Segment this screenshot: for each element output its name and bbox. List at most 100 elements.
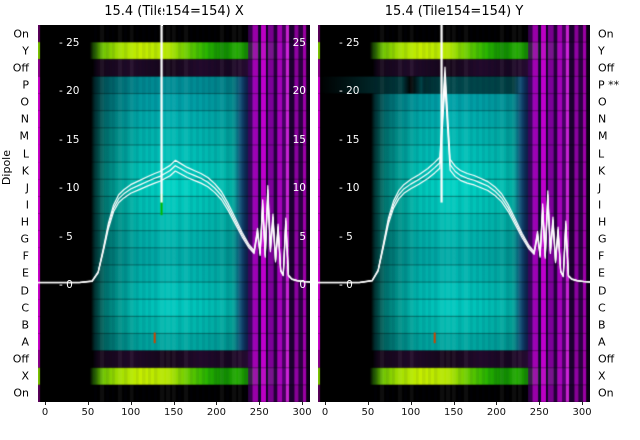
x-tick-label: 50 (361, 407, 375, 418)
panel-title: 15.4 (Tile154=154) X (104, 4, 244, 19)
dipole-row-label: X (598, 369, 606, 383)
dipole-row-label: L (22, 147, 29, 161)
overlay-ytick-label-right: 25 (292, 36, 306, 49)
dipole-row-label: X (21, 369, 29, 383)
dipole-row-label: I (25, 198, 29, 212)
x-tick-label: 300 (572, 407, 592, 418)
overlay-ytick-label-right: 20 (292, 85, 306, 97)
overlay-ytick-label: - 25 (59, 36, 80, 49)
rfi-spike-overflow-line (160, 0, 163, 26)
x-tick-mark (173, 402, 175, 405)
dipole-row-label: C (21, 301, 29, 315)
dipole-row-label: Y (598, 44, 605, 58)
dipole-row-label: Off (598, 352, 615, 366)
overlay-ytick-label: - 0 (59, 279, 73, 291)
dipole-row-label: J (25, 181, 29, 195)
overlay-ytick-label: - 25 (339, 36, 360, 49)
dipole-row-label: Off (598, 61, 615, 75)
heatmap-canvas-y (318, 25, 590, 402)
x-tick-mark (367, 402, 369, 405)
overlay-ytick-label: - 15 (339, 133, 360, 146)
x-tick-mark (259, 402, 261, 405)
x-tick-label: 150 (444, 407, 464, 418)
overlay-ytick-label-right: 10 (292, 182, 306, 194)
dipole-row-label: L (598, 147, 605, 161)
panel-x: 15.4 (Tile154=154) X - 25 - 20 - 15 - 10 - 5… (38, 4, 310, 402)
dipole-row-label: M (598, 129, 608, 143)
x-tick-label: 250 (249, 407, 269, 418)
x-tick-label: 300 (292, 407, 312, 418)
overlay-ytick-label: - 0 (339, 279, 353, 291)
dipole-labels-left: On Y Off P O N M L K J I H G F E D C B A Off X On (0, 25, 35, 402)
x-tick-mark (130, 402, 132, 405)
dipole-row-label: F (22, 249, 29, 263)
overlay-ytick-label-right: 5 (299, 230, 306, 243)
dipole-row-label: On (598, 386, 614, 400)
x-tick-mark (453, 402, 455, 405)
dipole-row-label: A (598, 335, 606, 349)
dipole-row-label: K (598, 164, 606, 178)
panel-y: 15.4 (Tile154=154) Y - 25 - 20 - 15 - 10 - 5… (318, 4, 590, 402)
dipole-row-label: A (21, 335, 29, 349)
dipole-row-label: On (598, 27, 614, 41)
dipole-row-label: J (598, 181, 602, 195)
dipole-row-label: H (20, 215, 29, 229)
dipole-row-label: Y (22, 44, 29, 58)
x-tick-mark (302, 402, 304, 405)
x-tick-mark (325, 402, 326, 405)
x-tick-label: 200 (206, 407, 226, 418)
overlay-ytick-label-right: 15 (292, 133, 306, 146)
dipole-row-label: E (598, 266, 605, 280)
x-tick-label: 100 (121, 407, 141, 418)
overlay-ytick-label-right: 0 (299, 279, 306, 291)
overlay-ytick-label: - 20 (59, 85, 80, 97)
overlay-ytick-label: - 15 (59, 133, 80, 146)
dipole-row-label: P ** (598, 78, 620, 92)
x-axis-ticks-x: 0 50 100 150 200 250 300 (38, 402, 312, 420)
heatmap-canvas-x (38, 25, 310, 402)
x-tick-label: 0 (321, 407, 329, 418)
x-tick-label: 50 (81, 407, 95, 418)
dipole-row-label: P (22, 78, 29, 92)
dipole-row-label: I (598, 198, 602, 212)
dipole-row-label: On (13, 386, 29, 400)
dipole-row-label: G (598, 232, 607, 246)
dipole-row-label: M (19, 129, 30, 143)
dipole-row-label: D (20, 284, 29, 298)
x-tick-label: 250 (529, 407, 549, 418)
x-tick-mark (216, 402, 218, 405)
panel-title: 15.4 (Tile154=154) Y (384, 4, 524, 19)
dipole-row-label: E (22, 266, 29, 280)
overlay-ytick-label: - 10 (339, 182, 360, 194)
x-tick-label: 100 (401, 407, 421, 418)
x-tick-label: 0 (41, 407, 49, 418)
x-tick-mark (582, 402, 584, 405)
dipole-row-label: D (598, 284, 607, 298)
x-tick-mark (45, 402, 46, 405)
x-tick-mark (496, 402, 498, 405)
x-tick-label: 200 (486, 407, 506, 418)
dipole-row-label: K (21, 164, 29, 178)
dipole-row-label: O (598, 95, 607, 109)
dipole-row-label: B (21, 318, 29, 332)
x-tick-mark (410, 402, 412, 405)
overlay-ytick-label: - 5 (59, 230, 73, 243)
dipole-row-label: B (598, 318, 606, 332)
dipole-row-label: G (20, 232, 29, 246)
dipole-row-label: On (13, 27, 29, 41)
dipole-row-label: N (598, 112, 607, 126)
dipole-row-label: Off (12, 352, 29, 366)
overlay-ytick-label: - 20 (339, 85, 360, 97)
overlay-ytick-label: - 5 (339, 230, 353, 243)
x-tick-label: 150 (164, 407, 184, 418)
dipole-row-label: O (20, 95, 29, 109)
overlay-ytick-label: - 10 (59, 182, 80, 194)
dipole-labels-right: On Y Off P ** O N M L K J I H G F E D C B A Off X On (595, 25, 640, 402)
dipole-row-label: Off (12, 61, 29, 75)
dipole-row-label: N (20, 112, 29, 126)
x-axis-ticks-y: 0 50 100 150 200 250 300 (318, 402, 592, 420)
dipole-row-label: F (598, 249, 605, 263)
dipole-row-label: H (598, 215, 607, 229)
x-tick-mark (539, 402, 541, 405)
